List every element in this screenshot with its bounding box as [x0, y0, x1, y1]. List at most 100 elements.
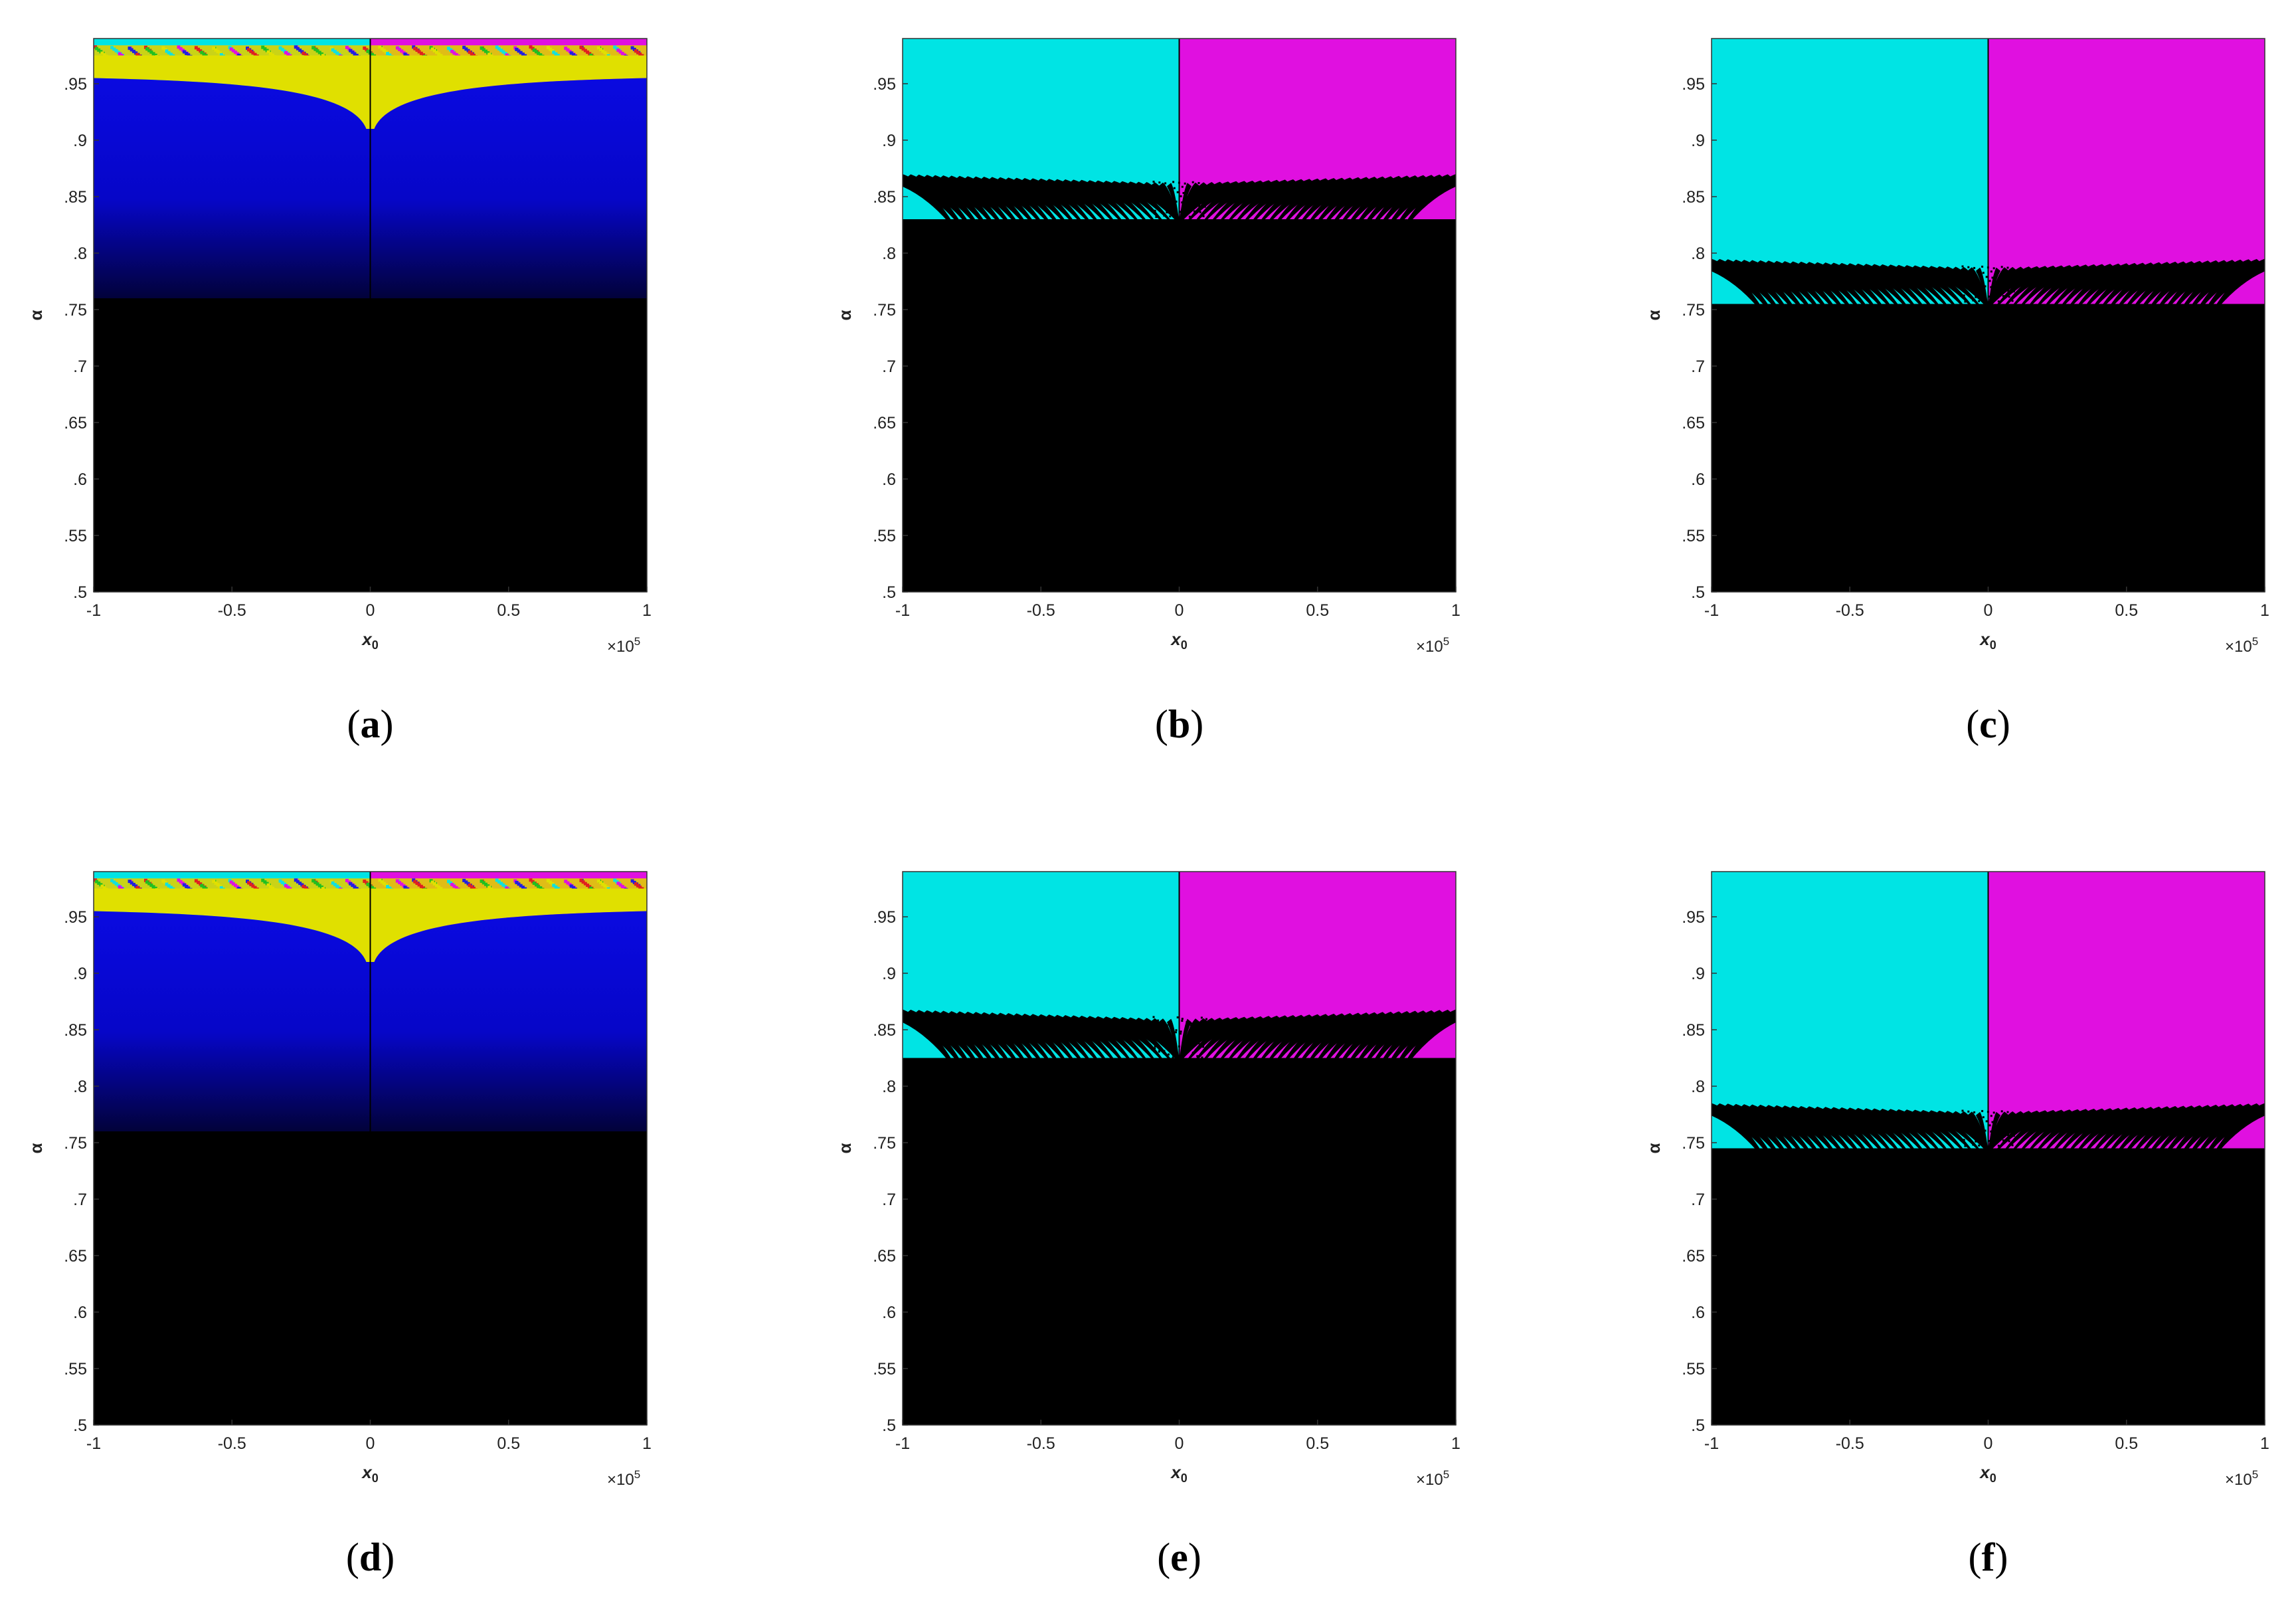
- center-dot: [1202, 1044, 1205, 1046]
- center-dot: [1993, 1134, 1996, 1137]
- speckle: [261, 45, 265, 49]
- center-dot: [1981, 1125, 1983, 1128]
- center-dot: [1961, 1109, 1964, 1112]
- speckle: [472, 886, 476, 890]
- x-exponent-label: ×105: [2225, 635, 2258, 656]
- center-dot: [1997, 300, 2000, 303]
- center-dot: [1992, 300, 1994, 302]
- speckle: [333, 50, 337, 54]
- center-dot: [2000, 266, 2003, 268]
- y-tick-label: .75: [1682, 1134, 1705, 1153]
- y-tick-label: .95: [1682, 75, 1705, 94]
- center-dot: [1964, 285, 1967, 288]
- speckle: [212, 880, 216, 884]
- speckle: [280, 48, 284, 52]
- center-dot: [1964, 300, 1967, 303]
- speckle: [435, 884, 439, 888]
- center-dot: [1181, 1018, 1184, 1020]
- speckle: [452, 884, 456, 888]
- center-dot: [1971, 1114, 1973, 1117]
- y-tick-label: .95: [873, 908, 896, 927]
- center-dot: [1990, 1115, 1992, 1117]
- speckle: [413, 47, 417, 50]
- center-dot: [1164, 1039, 1167, 1042]
- y-tick-label: .5: [882, 1416, 896, 1435]
- y-tick-label: .6: [882, 1303, 896, 1322]
- center-dot: [2004, 285, 2006, 288]
- center-dot: [1967, 282, 1969, 284]
- center-dot: [1196, 1055, 1199, 1058]
- center-dot: [1979, 275, 1982, 278]
- speckle: [603, 51, 607, 54]
- y-axis-label: α: [835, 310, 855, 320]
- center-dot: [1984, 285, 1987, 288]
- center-dot: [1158, 1048, 1161, 1051]
- center-dot: [1963, 1139, 1965, 1141]
- center-dot: [1988, 1124, 1991, 1127]
- speckle: [132, 882, 135, 886]
- speckle: [114, 882, 118, 886]
- speckle: [468, 50, 472, 54]
- panel-f: .5 .55 .6 .65 .7 .75 .8 .85 .9 .95 -1 -0.5 0 0.5 1 x0 ×1…: [1644, 871, 2269, 1579]
- speckle: [353, 52, 357, 56]
- speckle: [112, 880, 116, 884]
- speckle: [266, 883, 270, 887]
- speckle: [552, 884, 556, 888]
- speckle: [499, 48, 503, 52]
- center-dot: [1997, 1145, 2000, 1147]
- speckle: [482, 48, 486, 52]
- speckle: [147, 48, 151, 52]
- speckle: [179, 47, 183, 50]
- speckle: [251, 884, 255, 888]
- speckle: [586, 50, 590, 54]
- speckle: [253, 52, 257, 56]
- speckle: [345, 879, 349, 882]
- center-dot: [1969, 1139, 1971, 1142]
- center-dot: [1190, 191, 1193, 193]
- center-dot: [1205, 196, 1207, 199]
- x-tick-label: 0: [366, 601, 375, 620]
- speckle: [261, 878, 265, 882]
- speckle: [94, 47, 98, 50]
- y-tick-label: .7: [73, 1190, 87, 1209]
- center-dot: [1155, 1034, 1158, 1036]
- speckle: [596, 879, 600, 883]
- speckle: [149, 883, 153, 887]
- speckle: [569, 884, 573, 888]
- center-dot: [1984, 301, 1986, 303]
- speckle: [601, 882, 605, 886]
- y-tick-label: .55: [873, 1360, 896, 1379]
- speckle: [472, 53, 476, 57]
- panel-label: (c): [1966, 702, 2010, 746]
- center-dot: [1967, 1126, 1969, 1129]
- center-dot: [1154, 1047, 1156, 1050]
- center-dot: [1183, 215, 1185, 217]
- speckle: [349, 882, 353, 886]
- speckle: [386, 885, 390, 889]
- speckle: [549, 47, 553, 51]
- center-dot: [1200, 201, 1203, 204]
- panel-b: .5 .55 .6 .65 .7 .75 .8 .85 .9 .95 -1 -0.5 0 0.5 1 x0 ×1…: [835, 38, 1460, 746]
- speckle: [454, 52, 458, 56]
- y-tick-label: .9: [73, 132, 87, 150]
- speckle: [579, 45, 583, 49]
- y-tick-label: .85: [1682, 1021, 1705, 1040]
- center-dot: [1967, 266, 1970, 268]
- speckle: [499, 882, 503, 886]
- speckle: [519, 50, 523, 54]
- speckle: [333, 883, 337, 887]
- center-dot: [1970, 1130, 1973, 1133]
- speckle: [214, 881, 218, 885]
- y-tick-label: .5: [1691, 1416, 1705, 1435]
- speckle: [599, 48, 603, 52]
- x-exponent-label: ×105: [607, 1468, 640, 1489]
- center-dot: [1155, 216, 1158, 219]
- speckle: [378, 878, 382, 882]
- speckle: [398, 48, 402, 51]
- center-dot: [1182, 1048, 1185, 1051]
- speckle: [403, 886, 407, 890]
- center-dot: [1164, 1037, 1167, 1040]
- speckle: [202, 52, 206, 56]
- center-dot: [1973, 266, 1976, 269]
- center-dot: [1154, 1045, 1156, 1048]
